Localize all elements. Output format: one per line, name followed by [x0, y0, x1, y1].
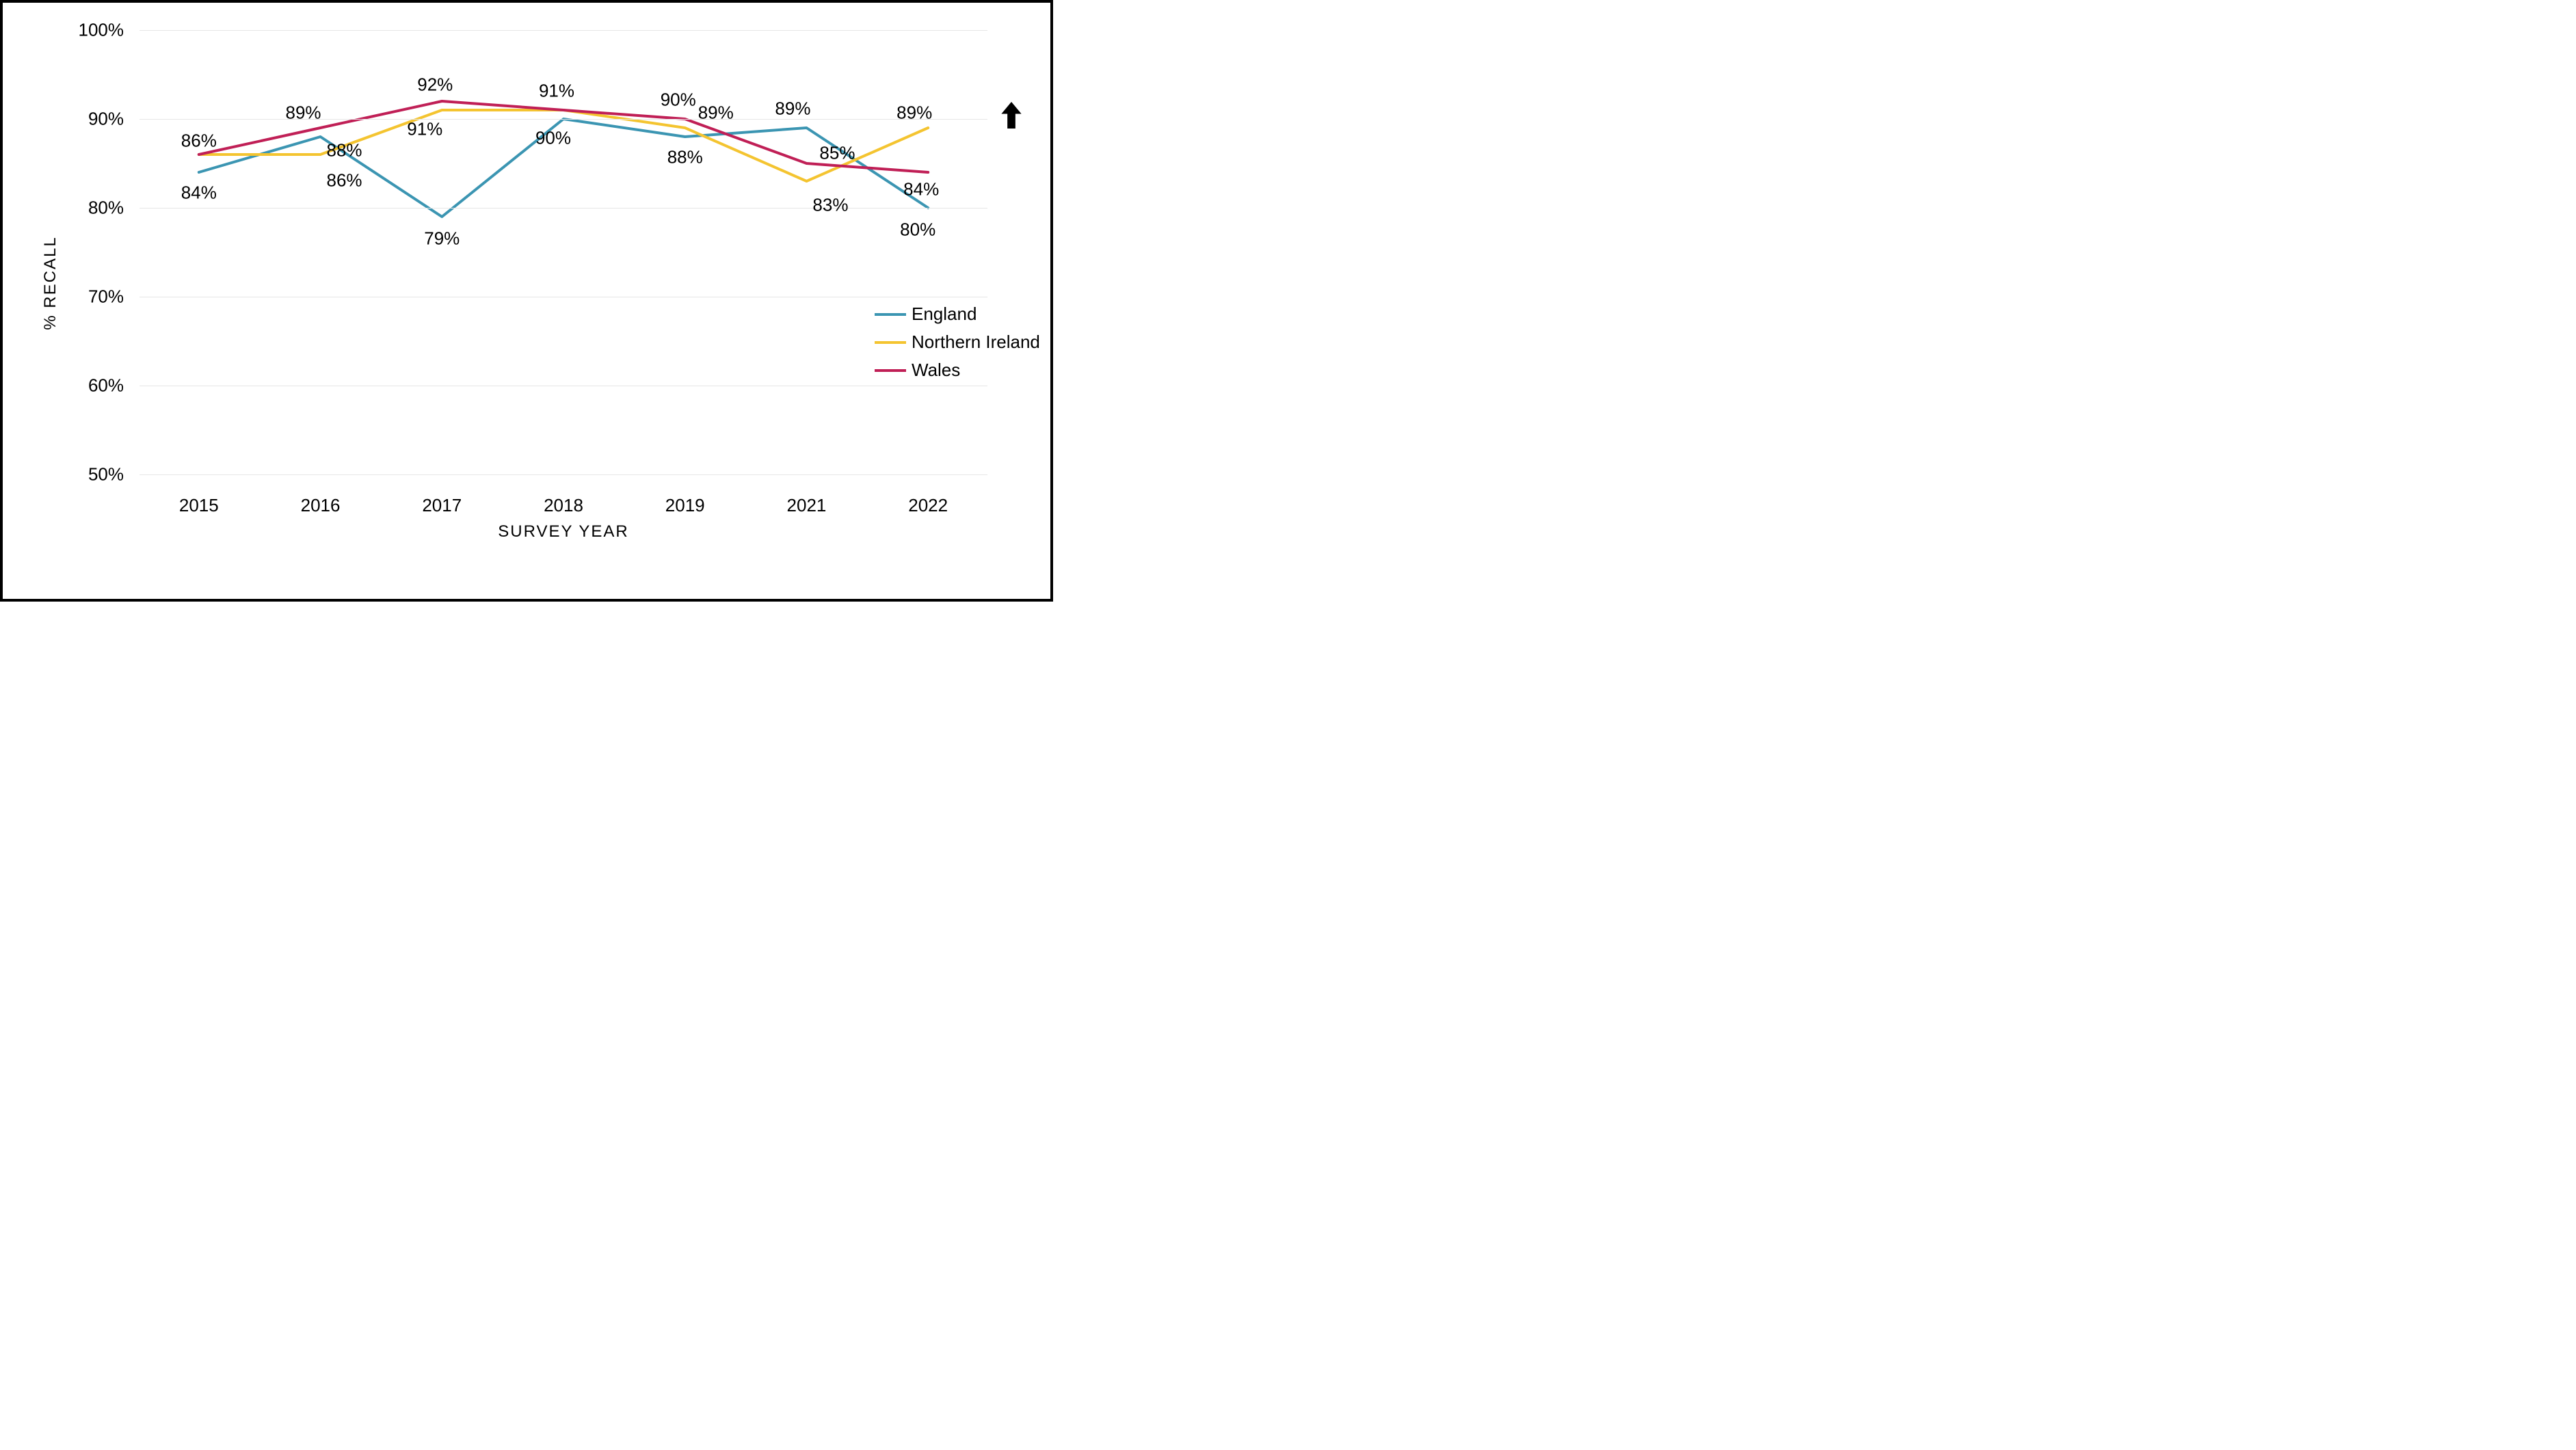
y-tick-label: 50%: [88, 464, 124, 485]
y-tick-label: 60%: [88, 375, 124, 397]
x-tick-label: 2017: [422, 495, 462, 516]
gridline: [140, 30, 987, 31]
data-label: 84%: [903, 179, 939, 200]
x-tick-label: 2022: [908, 495, 948, 516]
legend-label: England: [912, 304, 977, 325]
data-label: 80%: [900, 219, 935, 241]
x-tick-label: 2018: [544, 495, 583, 516]
data-label: 86%: [327, 170, 362, 191]
data-label: 89%: [698, 103, 734, 124]
gridline: [140, 208, 987, 209]
y-tick-label: 90%: [88, 109, 124, 130]
legend-label: Northern Ireland: [912, 332, 1040, 353]
legend-swatch: [875, 313, 906, 316]
legend-item: England: [875, 304, 1040, 325]
plot-area: 84% 88% 79% 90% 88% 89% 80% 86% 86% 91% 91% 89% 83% 8…: [140, 30, 987, 474]
data-label: 85%: [819, 143, 855, 164]
gridline: [140, 474, 987, 475]
data-label: 86%: [181, 131, 217, 152]
x-tick-label: 2021: [787, 495, 827, 516]
data-label: 79%: [424, 228, 460, 250]
data-label: 83%: [812, 195, 848, 216]
data-label: 90%: [535, 128, 571, 149]
legend: England Northern Ireland Wales: [875, 304, 1040, 388]
data-label: 84%: [181, 183, 217, 204]
data-label: 89%: [897, 103, 932, 124]
data-label: 88%: [667, 147, 703, 168]
data-label: 90%: [661, 90, 696, 111]
data-label: 91%: [539, 81, 574, 102]
y-axis-label: % RECALL: [41, 236, 60, 330]
legend-swatch: [875, 341, 906, 344]
x-tick-label: 2019: [665, 495, 705, 516]
x-axis-label: SURVEY YEAR: [498, 522, 628, 541]
gridline: [140, 119, 987, 120]
y-tick-label: 70%: [88, 286, 124, 308]
legend-item: Wales: [875, 360, 1040, 381]
legend-label: Wales: [912, 360, 960, 381]
x-tick-label: 2015: [179, 495, 219, 516]
y-tick-label: 100%: [79, 20, 124, 41]
legend-swatch: [875, 369, 906, 372]
x-tick-label: 2016: [301, 495, 341, 516]
y-tick-label: 80%: [88, 198, 124, 219]
arrow-up-icon: [1001, 102, 1022, 132]
data-label: 88%: [327, 140, 362, 161]
data-label: 89%: [775, 98, 810, 120]
data-label: 89%: [286, 103, 321, 124]
data-label: 91%: [407, 119, 442, 140]
legend-item: Northern Ireland: [875, 332, 1040, 353]
chart-frame: 84% 88% 79% 90% 88% 89% 80% 86% 86% 91% 91% 89% 83% 8…: [0, 0, 1053, 602]
data-label: 92%: [417, 75, 453, 96]
